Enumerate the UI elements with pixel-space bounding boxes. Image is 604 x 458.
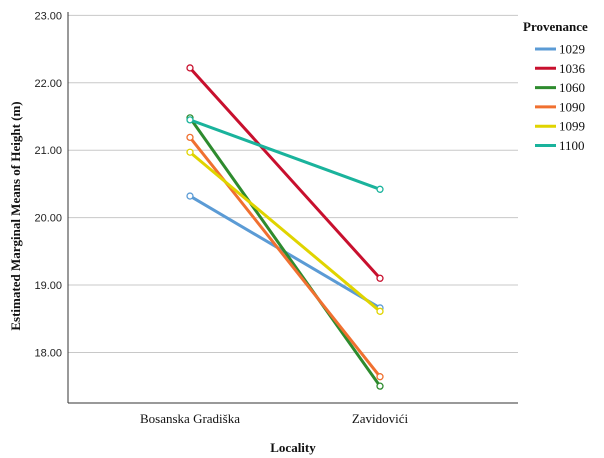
- x-axis-title: Locality: [270, 440, 316, 455]
- data-point-1036: [376, 274, 384, 282]
- x-category-labels: Bosanska Gradiška Zavidovići: [140, 411, 409, 426]
- legend: Provenance 1029 1036 1060 1090 1099 1100: [523, 19, 588, 153]
- y-tick-labels: 18.00 19.00 20.00 21.00 22.00 23.00: [34, 10, 62, 359]
- legend-label-1099: 1099: [559, 119, 585, 134]
- grid-lines: [68, 14, 518, 353]
- data-point-1099: [376, 307, 384, 315]
- legend-title: Provenance: [523, 19, 588, 34]
- legend-label-1090: 1090: [559, 99, 585, 114]
- data-point-1029: [186, 192, 194, 200]
- y-tick-label: 23.00: [34, 10, 62, 22]
- legend-label-1036: 1036: [559, 61, 586, 76]
- y-axis-title: Estimated Marginal Means of Height (m): [8, 101, 23, 330]
- data-point-1090: [186, 133, 194, 142]
- series-line-1099: [188, 150, 382, 313]
- series-line-1100: [188, 118, 382, 191]
- data-point-1090: [376, 373, 384, 381]
- data-point-1036: [186, 64, 194, 72]
- y-tick-label: 19.00: [34, 280, 62, 292]
- series-lines: [186, 64, 384, 390]
- data-point-1100: [186, 116, 194, 124]
- y-tick-label: 20.00: [34, 213, 62, 225]
- data-point-1099: [186, 148, 194, 156]
- x-category-label: Zavidovići: [352, 411, 409, 426]
- series-line-1036: [188, 66, 382, 280]
- x-category-label: Bosanska Gradiška: [140, 411, 240, 426]
- legend-label-1060: 1060: [559, 80, 585, 95]
- legend-label-1029: 1029: [559, 42, 585, 57]
- data-point-1060: [376, 382, 384, 390]
- y-tick-label: 22.00: [34, 78, 62, 90]
- y-tick-label: 18.00: [34, 347, 62, 359]
- data-point-1100: [376, 185, 384, 193]
- y-tick-label: 21.00: [34, 145, 62, 157]
- series-line-1060: [188, 116, 382, 388]
- axes: [67, 12, 518, 404]
- legend-label-1100: 1100: [559, 138, 585, 153]
